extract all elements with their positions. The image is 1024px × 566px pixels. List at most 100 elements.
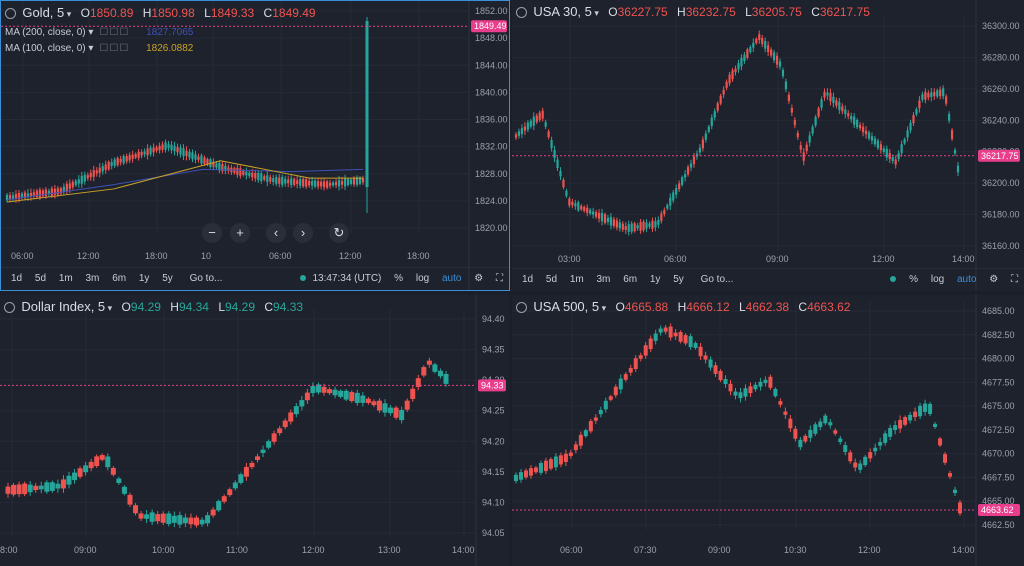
moving-average-line bbox=[6, 160, 363, 203]
candle-body bbox=[728, 74, 731, 84]
chart-panel-usa30[interactable]: 36300.0036280.0036260.0036240.0036220.00… bbox=[512, 0, 1024, 291]
candle-body bbox=[331, 182, 335, 186]
high-value: 4666.12 bbox=[686, 300, 730, 314]
visibility-icon[interactable] bbox=[516, 302, 527, 314]
candle-body bbox=[693, 343, 698, 348]
candle-body bbox=[770, 49, 773, 56]
range-6m[interactable]: 6m bbox=[623, 274, 638, 285]
candle-body bbox=[5, 486, 11, 494]
price-tick-label: 4682.50 bbox=[982, 330, 1015, 340]
candle-body bbox=[638, 355, 643, 359]
candle-body bbox=[558, 455, 563, 465]
range-3m[interactable]: 3m bbox=[596, 274, 611, 285]
log-toggle[interactable]: log bbox=[930, 274, 945, 285]
candle-body bbox=[182, 148, 185, 157]
candle-body bbox=[672, 192, 675, 201]
visibility-icon[interactable] bbox=[516, 7, 527, 19]
candle-body bbox=[358, 177, 362, 184]
candle-body bbox=[199, 519, 205, 525]
candle-body bbox=[708, 359, 713, 368]
dxy-chart-svg[interactable]: 94.4094.3594.3094.2594.2094.1594.1094.05… bbox=[0, 295, 510, 566]
usa500-chart-svg[interactable]: 4685.00 4682.50 4680.00 4677.50 4675.00 4672.… bbox=[512, 295, 1024, 566]
zoom-out-button[interactable]: − bbox=[202, 223, 222, 243]
log-toggle[interactable]: log bbox=[415, 273, 430, 284]
goto-button[interactable]: Go to... bbox=[189, 273, 223, 284]
candle-body bbox=[155, 147, 158, 151]
candle-body bbox=[38, 485, 44, 490]
candle-body bbox=[538, 462, 543, 473]
range-5d[interactable]: 5d bbox=[34, 273, 47, 284]
range-3m[interactable]: 3m bbox=[85, 273, 100, 284]
candle-body bbox=[879, 144, 882, 151]
auto-toggle[interactable]: auto bbox=[957, 274, 977, 285]
range-5y[interactable]: 5y bbox=[673, 274, 684, 285]
range-1m[interactable]: 1m bbox=[569, 274, 584, 285]
reset-chart-button[interactable]: ↻ bbox=[329, 223, 349, 243]
candle-body bbox=[194, 517, 200, 526]
symbol-label[interactable]: Gold, 5 bbox=[22, 5, 65, 20]
candle-body bbox=[149, 147, 152, 155]
gear-icon[interactable]: ⚙ bbox=[474, 273, 484, 284]
chart-panel-usa500[interactable]: 4685.00 4682.50 4680.00 4677.50 4675.00 4672.… bbox=[512, 295, 1024, 566]
candle-body bbox=[49, 482, 55, 491]
gear-icon[interactable]: ⚙ bbox=[989, 274, 999, 285]
candle-body bbox=[743, 388, 748, 397]
candle-body bbox=[624, 226, 627, 230]
symbol-label[interactable]: Dollar Index, 5 bbox=[21, 299, 106, 314]
range-5d[interactable]: 5d bbox=[545, 274, 558, 285]
goto-button[interactable]: Go to... bbox=[700, 274, 734, 285]
visibility-icon[interactable] bbox=[5, 8, 16, 20]
chart-panel-gold[interactable]: 1852.00 1848.00 1844.00 1840.00 1836.00 1832.… bbox=[0, 0, 510, 291]
candle-body bbox=[883, 433, 888, 443]
candle-body bbox=[173, 145, 176, 152]
candle-body bbox=[908, 414, 913, 421]
symbol-label[interactable]: USA 500, 5 bbox=[533, 299, 600, 314]
scroll-right-button[interactable]: › bbox=[293, 223, 313, 243]
usa30-chart-svg[interactable]: 36300.0036280.0036260.0036240.0036220.00… bbox=[512, 0, 1024, 291]
range-1y[interactable]: 1y bbox=[138, 273, 150, 284]
candle-body bbox=[260, 173, 263, 182]
moving-average-line bbox=[6, 168, 364, 201]
range-6m[interactable]: 6m bbox=[112, 273, 127, 284]
close-value: 4663.62 bbox=[807, 300, 851, 314]
price-tick-label: 94.10 bbox=[482, 497, 505, 507]
candle-body bbox=[185, 150, 188, 156]
scroll-left-button[interactable]: ‹ bbox=[266, 223, 286, 243]
candle-body bbox=[583, 207, 586, 211]
candle-body bbox=[382, 403, 388, 413]
fullscreen-icon[interactable]: ⛶ bbox=[1011, 274, 1018, 285]
time-tick-label: 10:30 bbox=[784, 545, 807, 555]
percent-toggle[interactable]: % bbox=[394, 273, 404, 284]
range-1y[interactable]: 1y bbox=[649, 274, 661, 285]
range-5y[interactable]: 5y bbox=[162, 273, 173, 284]
candle-body bbox=[788, 418, 793, 429]
candle-body bbox=[257, 172, 260, 181]
candle-body bbox=[315, 384, 321, 393]
candle-body bbox=[603, 214, 607, 223]
visibility-icon[interactable] bbox=[4, 302, 15, 314]
candle-body bbox=[763, 379, 768, 384]
candle-body bbox=[221, 496, 227, 502]
candle-body bbox=[432, 364, 438, 372]
range-1d[interactable]: 1d bbox=[522, 274, 534, 285]
candle-body bbox=[748, 386, 753, 394]
range-1m[interactable]: 1m bbox=[58, 273, 73, 284]
ma100-legend[interactable]: MA (100, close, 0) ▾ ☐☐☐ 1826.0882 bbox=[5, 43, 194, 54]
zoom-in-button[interactable]: + bbox=[230, 223, 250, 243]
candle-body bbox=[203, 157, 206, 164]
symbol-label[interactable]: USA 30, 5 bbox=[533, 4, 592, 19]
candle-body bbox=[772, 52, 776, 61]
ma-settings-icons[interactable]: ☐☐☐ bbox=[99, 27, 130, 38]
candle-body bbox=[238, 474, 244, 483]
candle-body bbox=[713, 365, 718, 374]
ma200-legend[interactable]: MA (200, close, 0) ▾ ☐☐☐ 1827.7065 bbox=[5, 27, 194, 38]
candle-body bbox=[621, 223, 624, 230]
status-dot-icon bbox=[299, 275, 306, 282]
fullscreen-icon[interactable]: ⛶ bbox=[496, 273, 503, 284]
chart-panel-dollar-index[interactable]: 94.4094.3594.3094.2594.2094.1594.1094.05… bbox=[0, 295, 510, 566]
range-1d[interactable]: 1d bbox=[11, 273, 23, 284]
candle-body bbox=[716, 103, 719, 111]
ma-settings-icons[interactable]: ☐☐☐ bbox=[99, 43, 130, 54]
auto-toggle[interactable]: auto bbox=[442, 273, 462, 284]
percent-toggle[interactable]: % bbox=[909, 274, 919, 285]
